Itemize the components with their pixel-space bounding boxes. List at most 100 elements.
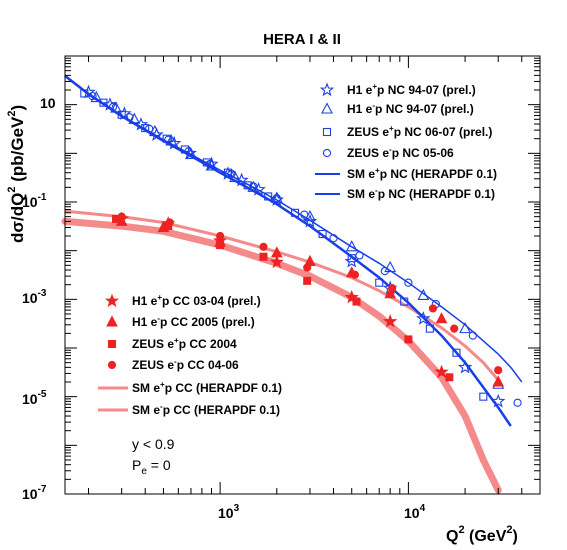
chart-title: HERA I & II bbox=[263, 31, 341, 48]
zeus-ep-nc-point bbox=[400, 297, 409, 306]
zeus-em-nc-point bbox=[380, 266, 390, 276]
h1-ep-nc-point bbox=[133, 117, 149, 131]
zeus-ep-nc-point bbox=[318, 229, 327, 239]
zeus-em-nc-point bbox=[300, 210, 309, 219]
zeus-ep-nc-point bbox=[264, 192, 273, 201]
legend-cc-marker bbox=[107, 360, 117, 370]
legend-cc-entry-4: SM e+p CC (HERAPDF 0.1) bbox=[132, 380, 282, 395]
legend-cc-entry-3: ZEUS e-p CC 04-06 bbox=[132, 357, 239, 372]
legend-cc-marker bbox=[104, 293, 120, 308]
zeus-em-cc-point bbox=[117, 212, 126, 221]
h1-em-nc-point bbox=[459, 321, 471, 334]
zeus-ep-nc-point bbox=[80, 89, 89, 98]
zeus-ep-nc-point bbox=[290, 208, 300, 217]
zeus-em-nc-point bbox=[468, 331, 478, 340]
y-tick-label-1e-1: 10-1 bbox=[22, 192, 47, 210]
axis-ticks bbox=[65, 56, 541, 495]
zeus-ep-cc-point bbox=[303, 276, 312, 285]
legend-nc-entry-5: SM e-p NC (HERAPDF 0.1) bbox=[347, 186, 495, 201]
zeus-em-nc-point bbox=[513, 398, 522, 407]
zeus-em-nc-point bbox=[145, 124, 154, 133]
zeus-ep-nc-point bbox=[425, 324, 434, 333]
zeus-em-cc-point bbox=[259, 242, 268, 251]
x-tick-label-1e4: 104 bbox=[404, 503, 426, 521]
zeus-em-nc-point bbox=[125, 113, 134, 122]
zeus-ep-nc-point bbox=[223, 168, 232, 177]
legend-cc-entry-2: ZEUS e+p CC 2004 bbox=[132, 336, 237, 351]
zeus-em-cc-point bbox=[450, 324, 459, 333]
h1-ep-cc-point bbox=[344, 289, 359, 304]
zeus-ep-cc-point bbox=[216, 241, 225, 250]
h1-em-nc-point bbox=[128, 112, 141, 124]
zeus-ep-cc-point bbox=[445, 373, 454, 382]
y-tick-label-10: 10 bbox=[40, 95, 56, 111]
h1-em-nc-point bbox=[384, 260, 397, 273]
legend-nc-marker bbox=[321, 102, 333, 114]
zeus-em-nc-point bbox=[164, 135, 173, 144]
legend-nc-entry-3: ZEUS e-p NC 05-06 bbox=[347, 145, 454, 160]
legend-nc-entry-2: ZEUS e+p NC 06-07 (prel.) bbox=[347, 124, 492, 139]
sm-ep-cc-band bbox=[61, 217, 502, 494]
zeus-em-nc-point bbox=[272, 193, 281, 203]
zeus-em-nc-point bbox=[184, 147, 193, 156]
h1-ep-nc-point bbox=[251, 182, 266, 196]
zeus-em-cc-point bbox=[428, 304, 438, 313]
y-axis-label: dσ/dQ2 (pb/GeV2) bbox=[6, 105, 27, 243]
zeus-ep-cc-point bbox=[259, 252, 268, 261]
y-tick-label-1e-3: 10-3 bbox=[22, 288, 47, 306]
h1-ep-cc-point bbox=[269, 254, 284, 269]
cut-annotation: y < 0.9 bbox=[132, 436, 175, 452]
zeus-ep-nc-point bbox=[243, 181, 252, 190]
legend-nc: H1 e+p NC 94-07 (prel.) H1 e-p NC 94-07 … bbox=[315, 82, 497, 201]
zeus-em-cc-point bbox=[388, 284, 397, 293]
legend-cc-marker bbox=[108, 340, 116, 348]
h1-ep-nc-point bbox=[457, 359, 473, 374]
legend-nc-entry-1: H1 e-p NC 94-07 (prel.) bbox=[347, 101, 474, 116]
zeus-em-nc-point bbox=[329, 234, 338, 243]
h1-ep-cc-point bbox=[434, 364, 449, 379]
zeus-ep-nc-point bbox=[479, 392, 488, 401]
zeus-ep-nc-point bbox=[375, 278, 384, 287]
zeus-ep-nc-point bbox=[162, 134, 171, 143]
legend-nc-entry-0: H1 e+p NC 94-07 (prel.) bbox=[347, 82, 476, 97]
h1-ep-nc-point bbox=[204, 156, 219, 171]
h1-em-cc-point bbox=[435, 312, 448, 324]
h1-ep-nc-point bbox=[149, 127, 164, 141]
polarisation-annotation: Pe = 0 bbox=[132, 457, 171, 477]
zeus-ep-nc-point bbox=[347, 254, 356, 263]
zeus-ep-nc-point bbox=[141, 124, 150, 133]
y-tick-label-1e-5: 10-5 bbox=[22, 389, 47, 407]
h1-ep-nc-point bbox=[344, 253, 359, 268]
zeus-em-nc-point bbox=[88, 91, 97, 101]
h1-em-nc-point bbox=[165, 134, 178, 146]
h1-em-cc-point bbox=[384, 287, 396, 299]
zeus-ep-nc-point bbox=[452, 348, 461, 357]
legend-nc-marker bbox=[322, 127, 332, 137]
legend-nc-entry-4: SM e+p NC (HERAPDF 0.1) bbox=[347, 166, 497, 181]
zeus-ep-cc-point bbox=[352, 297, 361, 306]
h1-em-nc-point bbox=[110, 101, 122, 113]
zeus-em-nc-point bbox=[249, 182, 258, 191]
h1-ep-nc-point bbox=[491, 393, 506, 408]
legend-cc-entry-5: SM e-p CC (HERAPDF 0.1) bbox=[132, 402, 280, 417]
plot-frame bbox=[64, 55, 541, 495]
legend-cc-entry-1: H1 e-p CC 2005 (prel.) bbox=[132, 314, 255, 329]
h1-em-nc-point bbox=[345, 240, 358, 252]
legend-cc-marker bbox=[106, 315, 118, 327]
legend-nc-marker bbox=[319, 82, 335, 97]
legend-cc-entry-0: H1 e+p CC 03-04 (prel.) bbox=[132, 293, 261, 308]
h1-em-cc-point bbox=[492, 375, 505, 387]
h1-ep-nc-point bbox=[416, 311, 431, 325]
sm-em-cc-band bbox=[64, 209, 500, 381]
h1-em-nc-point bbox=[229, 170, 241, 182]
x-tick-label-1e3: 103 bbox=[218, 503, 240, 521]
zeus-em-nc-point bbox=[404, 278, 413, 287]
zeus-em-cc-point bbox=[165, 218, 174, 227]
zeus-em-cc-point bbox=[350, 270, 360, 279]
data-points bbox=[80, 84, 522, 408]
h1-ep-nc-point bbox=[234, 172, 249, 187]
legend-nc-marker bbox=[322, 148, 332, 158]
h1-em-nc-point bbox=[205, 159, 218, 171]
legend-cc: H1 e+p CC 03-04 (prel.) H1 e-p CC 2005 (… bbox=[98, 293, 282, 417]
